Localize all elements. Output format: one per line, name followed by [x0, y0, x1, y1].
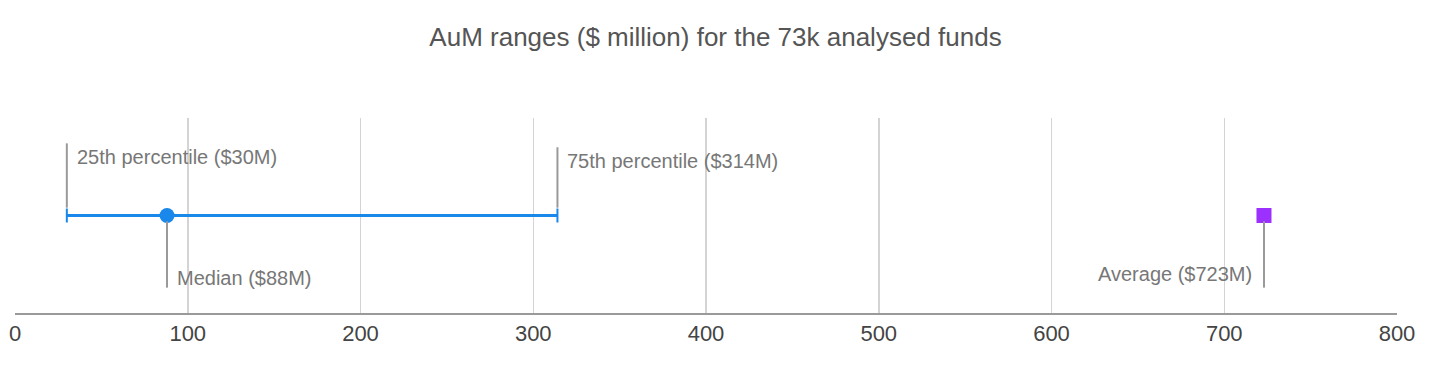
svg-text:0: 0	[9, 321, 21, 346]
svg-text:500: 500	[860, 321, 897, 346]
svg-text:700: 700	[1206, 321, 1243, 346]
svg-text:AuM ranges ($ million) for the: AuM ranges ($ million) for the 73k analy…	[429, 22, 1001, 52]
svg-text:300: 300	[515, 321, 552, 346]
svg-text:800: 800	[1379, 321, 1416, 346]
svg-text:75th percentile ($314M): 75th percentile ($314M)	[567, 150, 778, 172]
svg-text:25th percentile ($30M): 25th percentile ($30M)	[77, 146, 277, 168]
svg-text:600: 600	[1033, 321, 1070, 346]
svg-text:Median ($88M): Median ($88M)	[177, 267, 312, 289]
svg-text:Average ($723M): Average ($723M)	[1098, 263, 1252, 285]
svg-text:200: 200	[342, 321, 379, 346]
svg-text:100: 100	[169, 321, 206, 346]
svg-text:400: 400	[688, 321, 725, 346]
